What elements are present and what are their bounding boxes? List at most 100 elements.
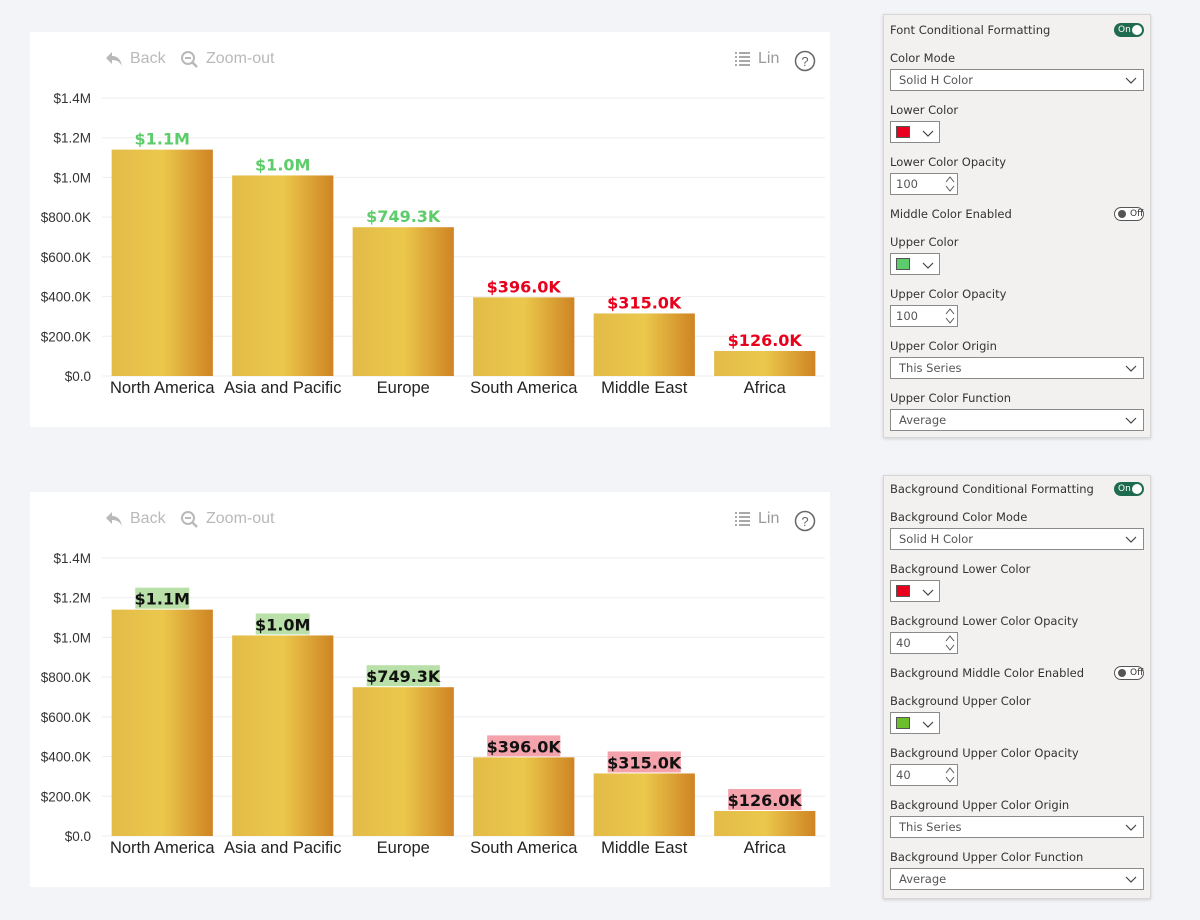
upper-function-label: Upper Color Function bbox=[890, 391, 1012, 405]
data-label: $126.0K bbox=[728, 331, 803, 350]
y-tick-label: $400.0K bbox=[41, 290, 91, 305]
data-label: $315.0K bbox=[607, 293, 682, 312]
chevron-down-icon bbox=[922, 130, 934, 137]
data-label: $1.1M bbox=[135, 590, 190, 609]
lower-color-swatch bbox=[896, 126, 910, 138]
y-tick-label: $400.0K bbox=[41, 750, 91, 765]
bar[interactable] bbox=[714, 350, 816, 376]
bar[interactable] bbox=[111, 149, 213, 376]
lower-opacity-label: Lower Color Opacity bbox=[890, 155, 1007, 169]
lower-opacity-input[interactable]: 100 bbox=[890, 173, 958, 195]
list-icon bbox=[735, 52, 750, 66]
bar[interactable] bbox=[473, 297, 575, 376]
lin-button[interactable]: Lin bbox=[734, 510, 779, 528]
zoom-out-button[interactable]: Zoom-out bbox=[180, 50, 274, 68]
bar[interactable] bbox=[352, 227, 454, 376]
upper-opacity-input[interactable]: 100 bbox=[890, 305, 958, 327]
bar-chart-background: $0.0 $200.0K $400.0K $600.0K $800.0K $1.0M $1.… bbox=[41, 551, 825, 857]
upper-origin-dropdown[interactable]: This Series bbox=[890, 357, 1144, 379]
lin-button[interactable]: Lin bbox=[734, 50, 779, 68]
x-tick-label: South America bbox=[470, 839, 578, 857]
back-label: Back bbox=[130, 510, 166, 527]
y-tick-label: $1.0M bbox=[53, 630, 91, 645]
data-label-background bbox=[366, 665, 440, 687]
zoom-out-icon bbox=[181, 51, 198, 68]
x-tick-label: Africa bbox=[744, 839, 787, 857]
help-button[interactable]: ? bbox=[794, 510, 822, 532]
lower-color-swatch bbox=[896, 585, 910, 597]
back-button[interactable]: Back bbox=[104, 510, 166, 528]
y-tick-label: $800.0K bbox=[41, 210, 91, 225]
y-tick-label: $200.0K bbox=[41, 789, 91, 804]
upper-function-dropdown[interactable]: Average bbox=[890, 868, 1144, 890]
bar[interactable] bbox=[352, 687, 454, 836]
upper-color-picker[interactable] bbox=[890, 712, 940, 734]
x-tick-label: North America bbox=[110, 839, 215, 857]
font-formatting-toggle[interactable]: On bbox=[1114, 23, 1144, 37]
lower-color-label: Lower Color bbox=[890, 103, 959, 117]
upper-origin-label: Background Upper Color Origin bbox=[890, 798, 1070, 812]
upper-opacity-label: Upper Color Opacity bbox=[890, 287, 1007, 301]
lin-label: Lin bbox=[758, 50, 780, 67]
chevron-down-icon bbox=[1125, 536, 1137, 543]
spinner-icon[interactable] bbox=[944, 634, 956, 652]
spinner-icon[interactable] bbox=[944, 766, 956, 784]
chevron-down-icon bbox=[1125, 876, 1137, 883]
chevron-down-icon bbox=[922, 721, 934, 728]
x-tick-label: Europe bbox=[377, 839, 430, 857]
upper-function-dropdown[interactable]: Average bbox=[890, 409, 1144, 431]
y-tick-label: $1.2M bbox=[53, 591, 91, 606]
zoom-out-button[interactable]: Zoom-out bbox=[180, 510, 274, 528]
upper-opacity-value: 40 bbox=[896, 768, 911, 782]
color-mode-value: Solid H Color bbox=[899, 73, 974, 87]
lower-opacity-value: 100 bbox=[896, 177, 918, 191]
bar[interactable] bbox=[232, 175, 334, 376]
upper-color-label: Upper Color bbox=[890, 235, 959, 249]
y-tick-label: $0.0 bbox=[65, 369, 91, 384]
spinner-icon[interactable] bbox=[944, 307, 956, 325]
lower-opacity-input[interactable]: 40 bbox=[890, 632, 958, 654]
upper-color-picker[interactable] bbox=[890, 253, 940, 275]
bar[interactable] bbox=[593, 313, 695, 376]
data-label: $749.3K bbox=[366, 207, 441, 226]
upper-opacity-input[interactable]: 40 bbox=[890, 764, 958, 786]
x-tick-label: Asia and Pacific bbox=[224, 379, 341, 397]
zoom-out-icon bbox=[181, 511, 198, 528]
bar[interactable] bbox=[111, 609, 213, 836]
x-tick-label: Middle East bbox=[601, 379, 688, 397]
spinner-icon[interactable] bbox=[944, 175, 956, 193]
bar[interactable] bbox=[593, 773, 695, 836]
data-label: $396.0K bbox=[487, 737, 562, 756]
chevron-down-icon bbox=[922, 262, 934, 269]
middle-color-toggle[interactable]: Off bbox=[1114, 207, 1144, 221]
y-tick-label: $600.0K bbox=[41, 710, 91, 725]
upper-origin-value: This Series bbox=[899, 361, 962, 375]
middle-color-toggle[interactable]: Off bbox=[1114, 666, 1144, 680]
lower-color-picker[interactable] bbox=[890, 121, 940, 143]
color-mode-dropdown[interactable]: Solid H Color bbox=[890, 528, 1144, 550]
y-tick-label: $1.4M bbox=[53, 91, 91, 106]
data-label: $749.3K bbox=[366, 667, 441, 686]
y-tick-label: $1.2M bbox=[53, 131, 91, 146]
color-mode-dropdown[interactable]: Solid H Color bbox=[890, 69, 1144, 91]
bar[interactable] bbox=[232, 635, 334, 836]
middle-enabled-label: Middle Color Enabled bbox=[890, 207, 1012, 221]
background-formatting-toggle[interactable]: On bbox=[1114, 482, 1144, 496]
color-mode-label: Background Color Mode bbox=[890, 510, 1028, 524]
data-label: $396.0K bbox=[487, 277, 562, 296]
upper-origin-dropdown[interactable]: This Series bbox=[890, 816, 1144, 838]
data-label: $1.0M bbox=[255, 615, 310, 634]
lower-color-picker[interactable] bbox=[890, 580, 940, 602]
chevron-down-icon bbox=[1125, 77, 1137, 84]
data-label-background bbox=[607, 751, 681, 773]
back-button[interactable]: Back bbox=[104, 50, 166, 68]
bar[interactable] bbox=[473, 757, 575, 836]
data-label-background bbox=[255, 613, 310, 635]
data-label-background bbox=[135, 587, 190, 609]
help-button[interactable]: ? bbox=[794, 50, 822, 72]
upper-function-value: Average bbox=[899, 872, 947, 886]
data-label-background bbox=[487, 735, 561, 757]
bar[interactable] bbox=[714, 810, 816, 836]
panel-title: Font Conditional Formatting bbox=[890, 23, 1051, 37]
x-tick-label: South America bbox=[470, 379, 578, 397]
